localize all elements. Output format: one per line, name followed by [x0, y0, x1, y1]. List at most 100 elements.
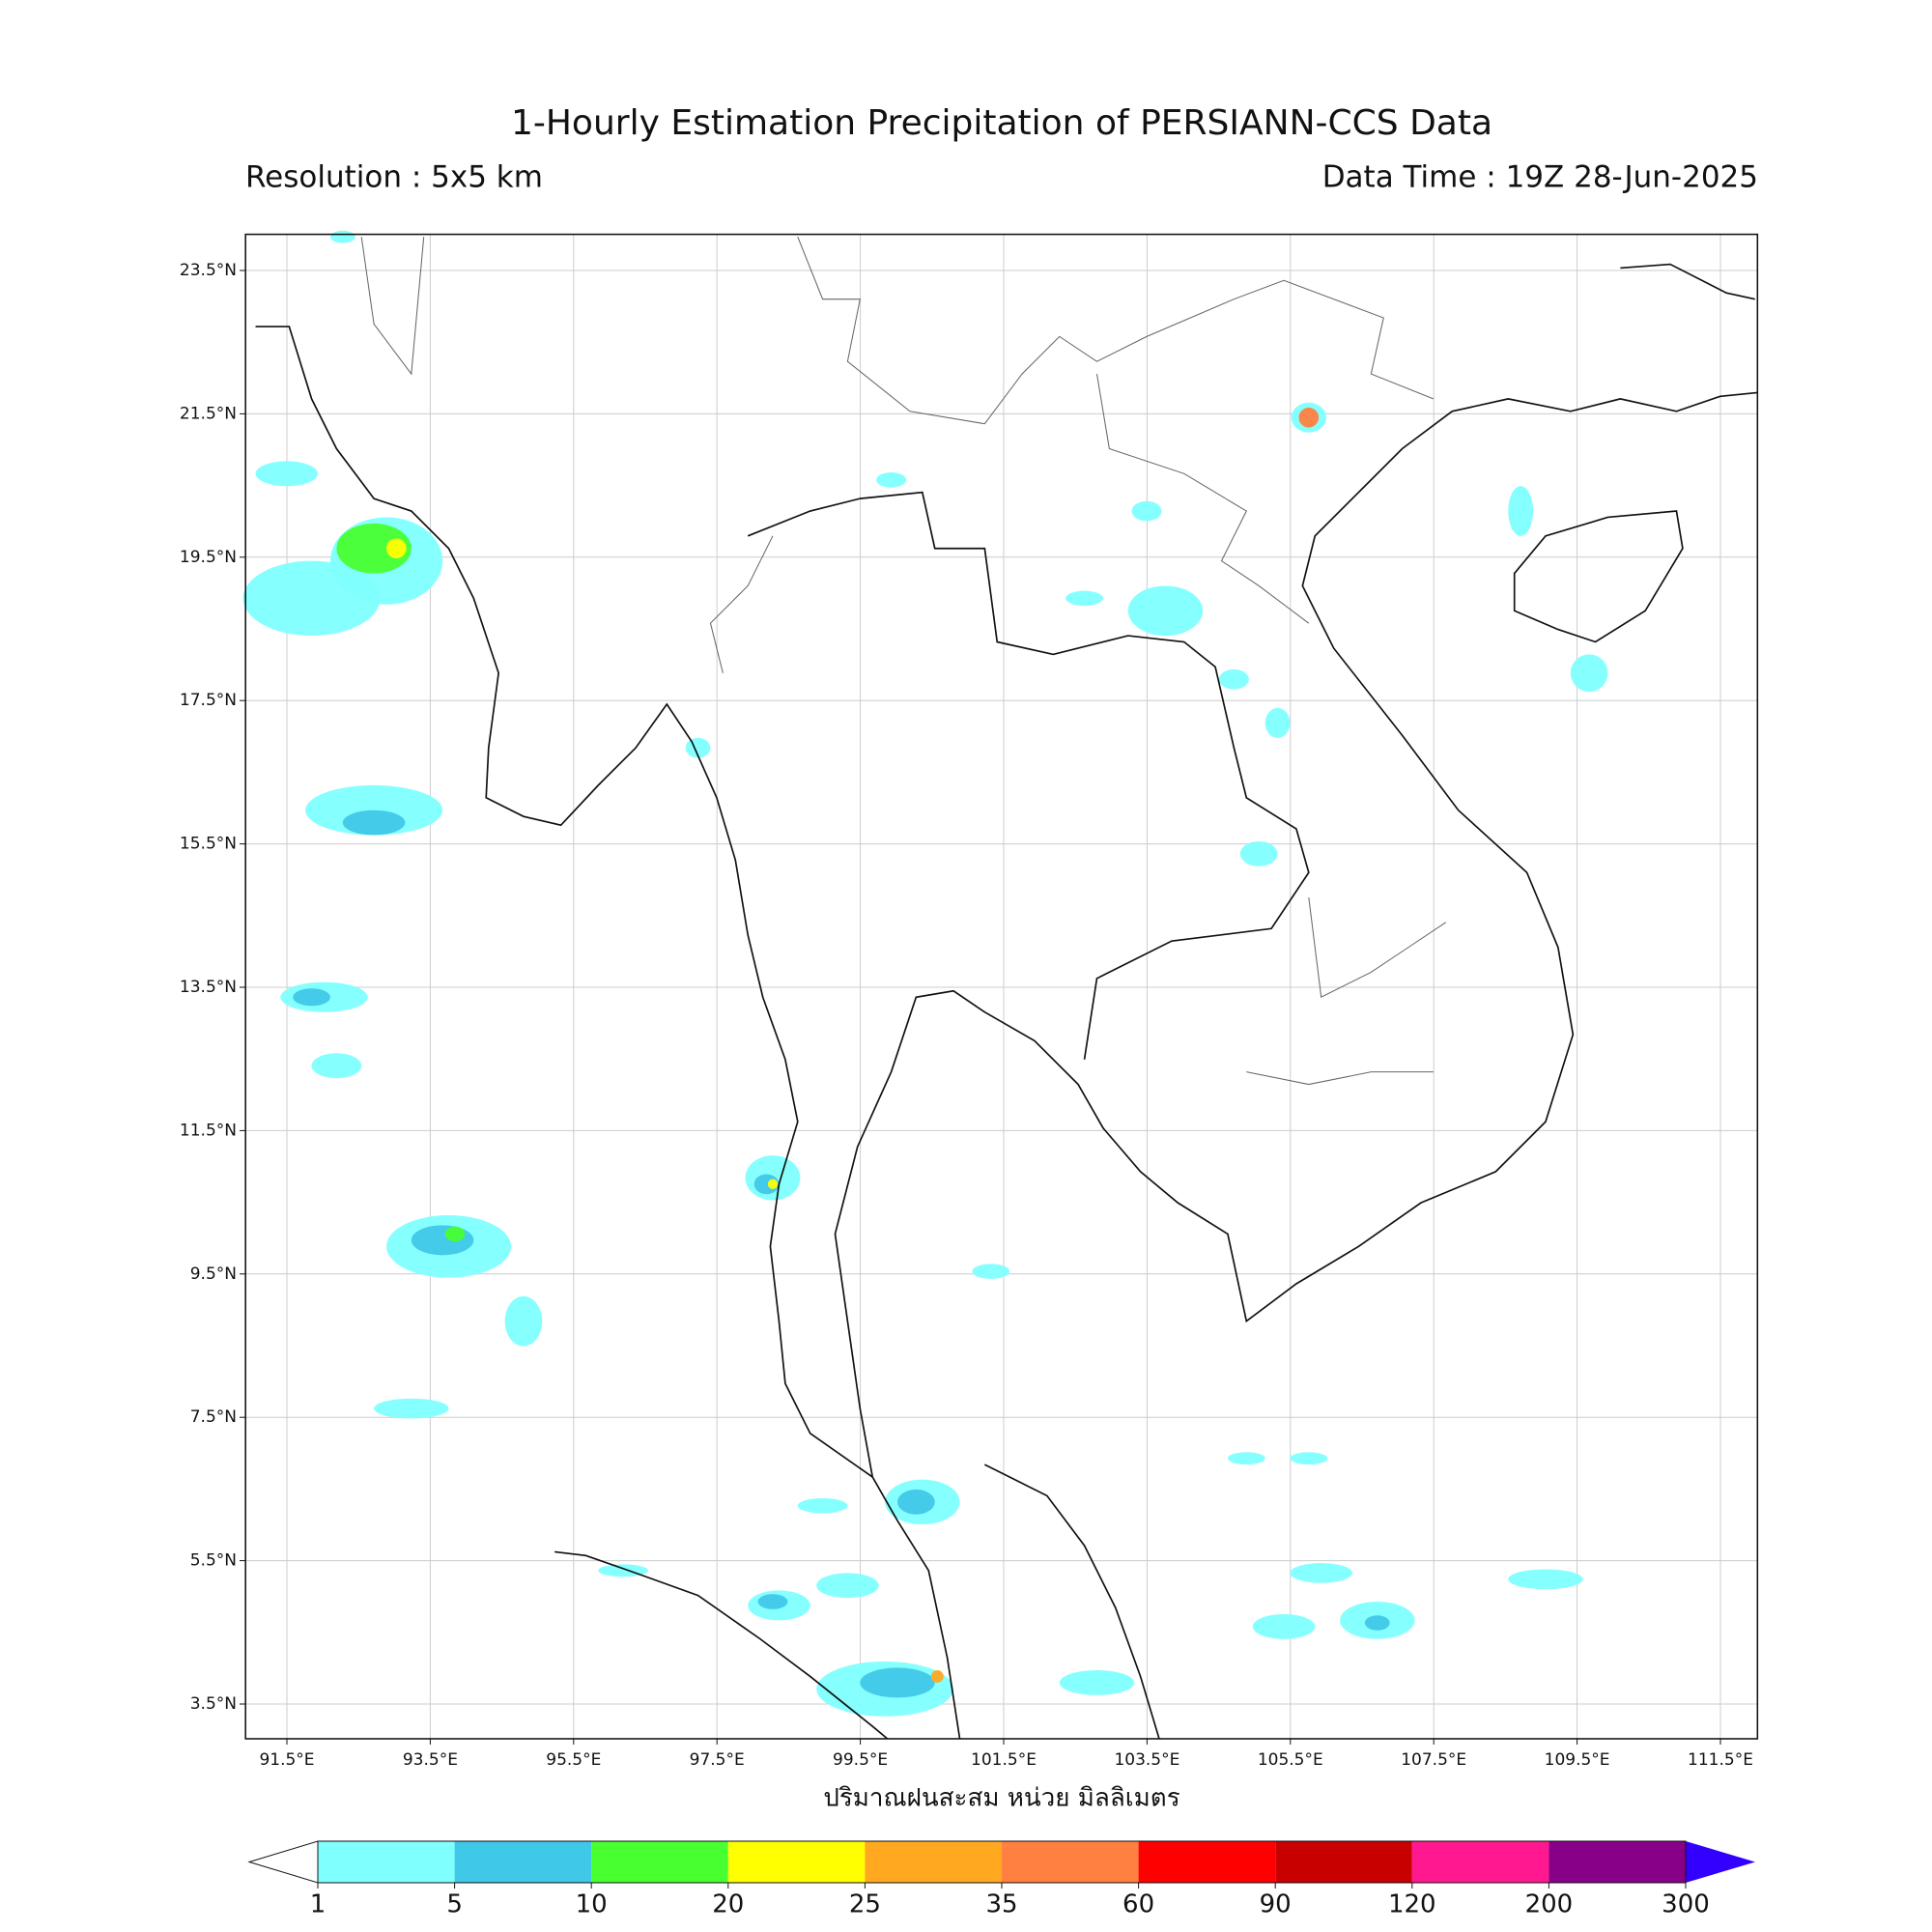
colorbar-swatch — [1275, 1841, 1412, 1883]
colorbar-over — [1686, 1841, 1755, 1883]
rain-cell — [1131, 500, 1162, 522]
coastline — [1620, 263, 1755, 300]
lon-tick-label: 101.5°E — [971, 1750, 1037, 1770]
rain-cell — [860, 1667, 935, 1698]
rain-cell — [1127, 585, 1204, 637]
rain-cell — [342, 810, 406, 836]
lon-tick-label: 107.5°E — [1401, 1750, 1466, 1770]
rain-cell — [1239, 840, 1278, 867]
precipitation — [242, 230, 1608, 1717]
rain-cell — [876, 472, 907, 488]
lat-tick-label: 13.5°N — [180, 978, 237, 997]
rain-cell — [444, 1226, 466, 1242]
rain-cell — [504, 1295, 543, 1347]
colorbar-label: 90 — [1260, 1890, 1292, 1919]
coastline — [255, 326, 961, 1740]
lon-tick-label: 95.5°E — [546, 1750, 601, 1770]
colorbar-label: 200 — [1525, 1890, 1574, 1919]
rain-cell — [767, 1179, 779, 1189]
lon-tick-label: 109.5°E — [1545, 1750, 1610, 1770]
coastline — [554, 1550, 889, 1740]
rain-cell — [1290, 1563, 1352, 1583]
rain-cell — [329, 230, 355, 243]
lon-tick-label: 105.5°E — [1258, 1750, 1323, 1770]
colorbar-label: 5 — [446, 1890, 463, 1919]
lon-tick-label: 99.5°E — [833, 1750, 888, 1770]
lat-tick-label: 9.5°N — [190, 1264, 237, 1284]
rain-cell — [897, 1489, 935, 1515]
rain-cell — [797, 1497, 848, 1514]
map-frame — [244, 233, 1759, 1740]
rain-cell — [1218, 668, 1249, 690]
rain-cell — [1570, 654, 1608, 693]
coastline — [983, 1463, 1160, 1740]
rain-cell — [1364, 1615, 1390, 1631]
thailand-border — [747, 491, 1310, 1060]
colorbar-label: 35 — [985, 1890, 1017, 1919]
rain-cell — [1065, 590, 1103, 607]
lon-tick-label: 111.5°E — [1688, 1750, 1753, 1770]
lat-tick-label: 7.5°N — [190, 1407, 237, 1427]
lat-tick-label: 23.5°N — [180, 261, 237, 280]
rain-cell — [930, 1670, 944, 1683]
colorbar-label: 1 — [310, 1890, 327, 1919]
x-label: ปริมาณฝนสะสม หน่วย มิลลิเมตร — [823, 1784, 1179, 1813]
rain-cell — [757, 1594, 788, 1609]
lat-tick-label: 15.5°N — [180, 835, 237, 854]
lat-tick-label: 19.5°N — [180, 548, 237, 567]
lon-tick-label: 97.5°E — [690, 1750, 745, 1770]
colorbar-label: 60 — [1122, 1890, 1154, 1919]
lat-tick-label: 17.5°N — [180, 691, 237, 710]
colorbar-label: 25 — [849, 1890, 881, 1919]
colorbar-label: 120 — [1388, 1890, 1436, 1919]
country-border — [360, 236, 1447, 1086]
coastline — [834, 391, 1758, 1478]
rain-cell — [1059, 1670, 1135, 1695]
rain-cell — [1227, 1452, 1265, 1465]
colorbar: 1 5 10 20 25 35 60 90 120 200 300 — [247, 1840, 1755, 1919]
map — [242, 230, 1759, 1740]
coastline — [1513, 510, 1684, 643]
resolution: Resolution : 5x5 km — [245, 160, 543, 195]
rain-cell — [293, 988, 330, 1007]
rain-cell — [336, 523, 412, 574]
colorbar-swatch — [591, 1841, 728, 1883]
title: 1-Hourly Estimation Precipitation of PER… — [511, 103, 1492, 143]
colorbar-label: 20 — [712, 1890, 744, 1919]
lat-tick-label: 11.5°N — [180, 1121, 237, 1140]
rain-cell — [816, 1573, 879, 1599]
colorbar-swatch — [865, 1841, 1002, 1883]
colorbar-label: 300 — [1662, 1890, 1710, 1919]
lon-tick-label: 91.5°E — [259, 1750, 314, 1770]
rain-cell — [255, 461, 319, 487]
colorbar-swatch — [1548, 1841, 1686, 1883]
colorbar-swatch — [318, 1841, 455, 1883]
colorbar-label: 10 — [576, 1890, 608, 1919]
lat-tick-label: 3.5°N — [190, 1694, 237, 1714]
colorbar-swatch — [727, 1841, 866, 1883]
colorbar-under — [247, 1840, 319, 1884]
rain-cell — [1264, 707, 1291, 738]
colorbar-swatch — [454, 1841, 592, 1883]
grid — [245, 235, 1758, 1739]
lat-tick-label: 21.5°N — [180, 404, 237, 423]
lon-tick-label: 93.5°E — [403, 1750, 458, 1770]
rain-cell — [311, 1053, 362, 1079]
lon-tick-label: 103.5°E — [1114, 1750, 1179, 1770]
rain-cell — [374, 1398, 449, 1419]
rain-cell — [1508, 1569, 1583, 1590]
rain-cell — [1508, 486, 1534, 536]
rain-cell — [1290, 1452, 1328, 1465]
data-time: Data Time : 19Z 28-Jun-2025 — [1322, 160, 1758, 195]
rain-cell — [1252, 1613, 1316, 1639]
colorbar-swatch — [1411, 1841, 1549, 1883]
axis-ticks: 23.5°N 21.5°N 19.5°N 17.5°N 15.5°N 13.5°N 11.5… — [180, 261, 1753, 1770]
lat-tick-label: 5.5°N — [190, 1551, 237, 1571]
rain-cell — [1298, 407, 1320, 428]
rain-cell — [972, 1264, 1010, 1279]
rain-cell — [411, 1225, 474, 1256]
rain-cell — [385, 538, 407, 559]
colorbar-swatch — [1138, 1841, 1276, 1883]
colorbar-swatch — [1002, 1841, 1139, 1883]
